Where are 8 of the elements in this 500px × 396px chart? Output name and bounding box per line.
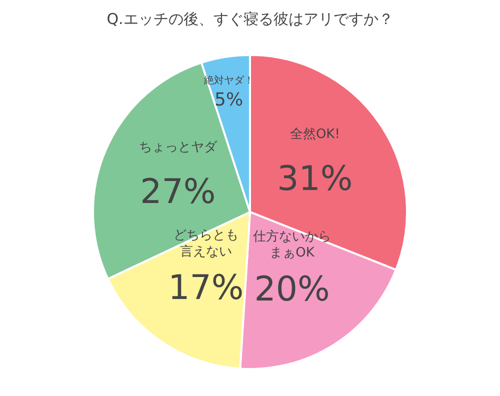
data-label: 31% [277, 158, 353, 199]
data-label: 27% [140, 172, 216, 212]
data-label: 17% [168, 268, 244, 308]
slice-label: ちょっとヤダ [138, 140, 218, 155]
data-label: 5% [214, 89, 244, 110]
slice-label: 全然OK! [290, 126, 340, 142]
data-label: 20% [254, 269, 330, 310]
chart-title: Q.エッチの後、すぐ寝る彼はアリですか？ [106, 10, 394, 28]
